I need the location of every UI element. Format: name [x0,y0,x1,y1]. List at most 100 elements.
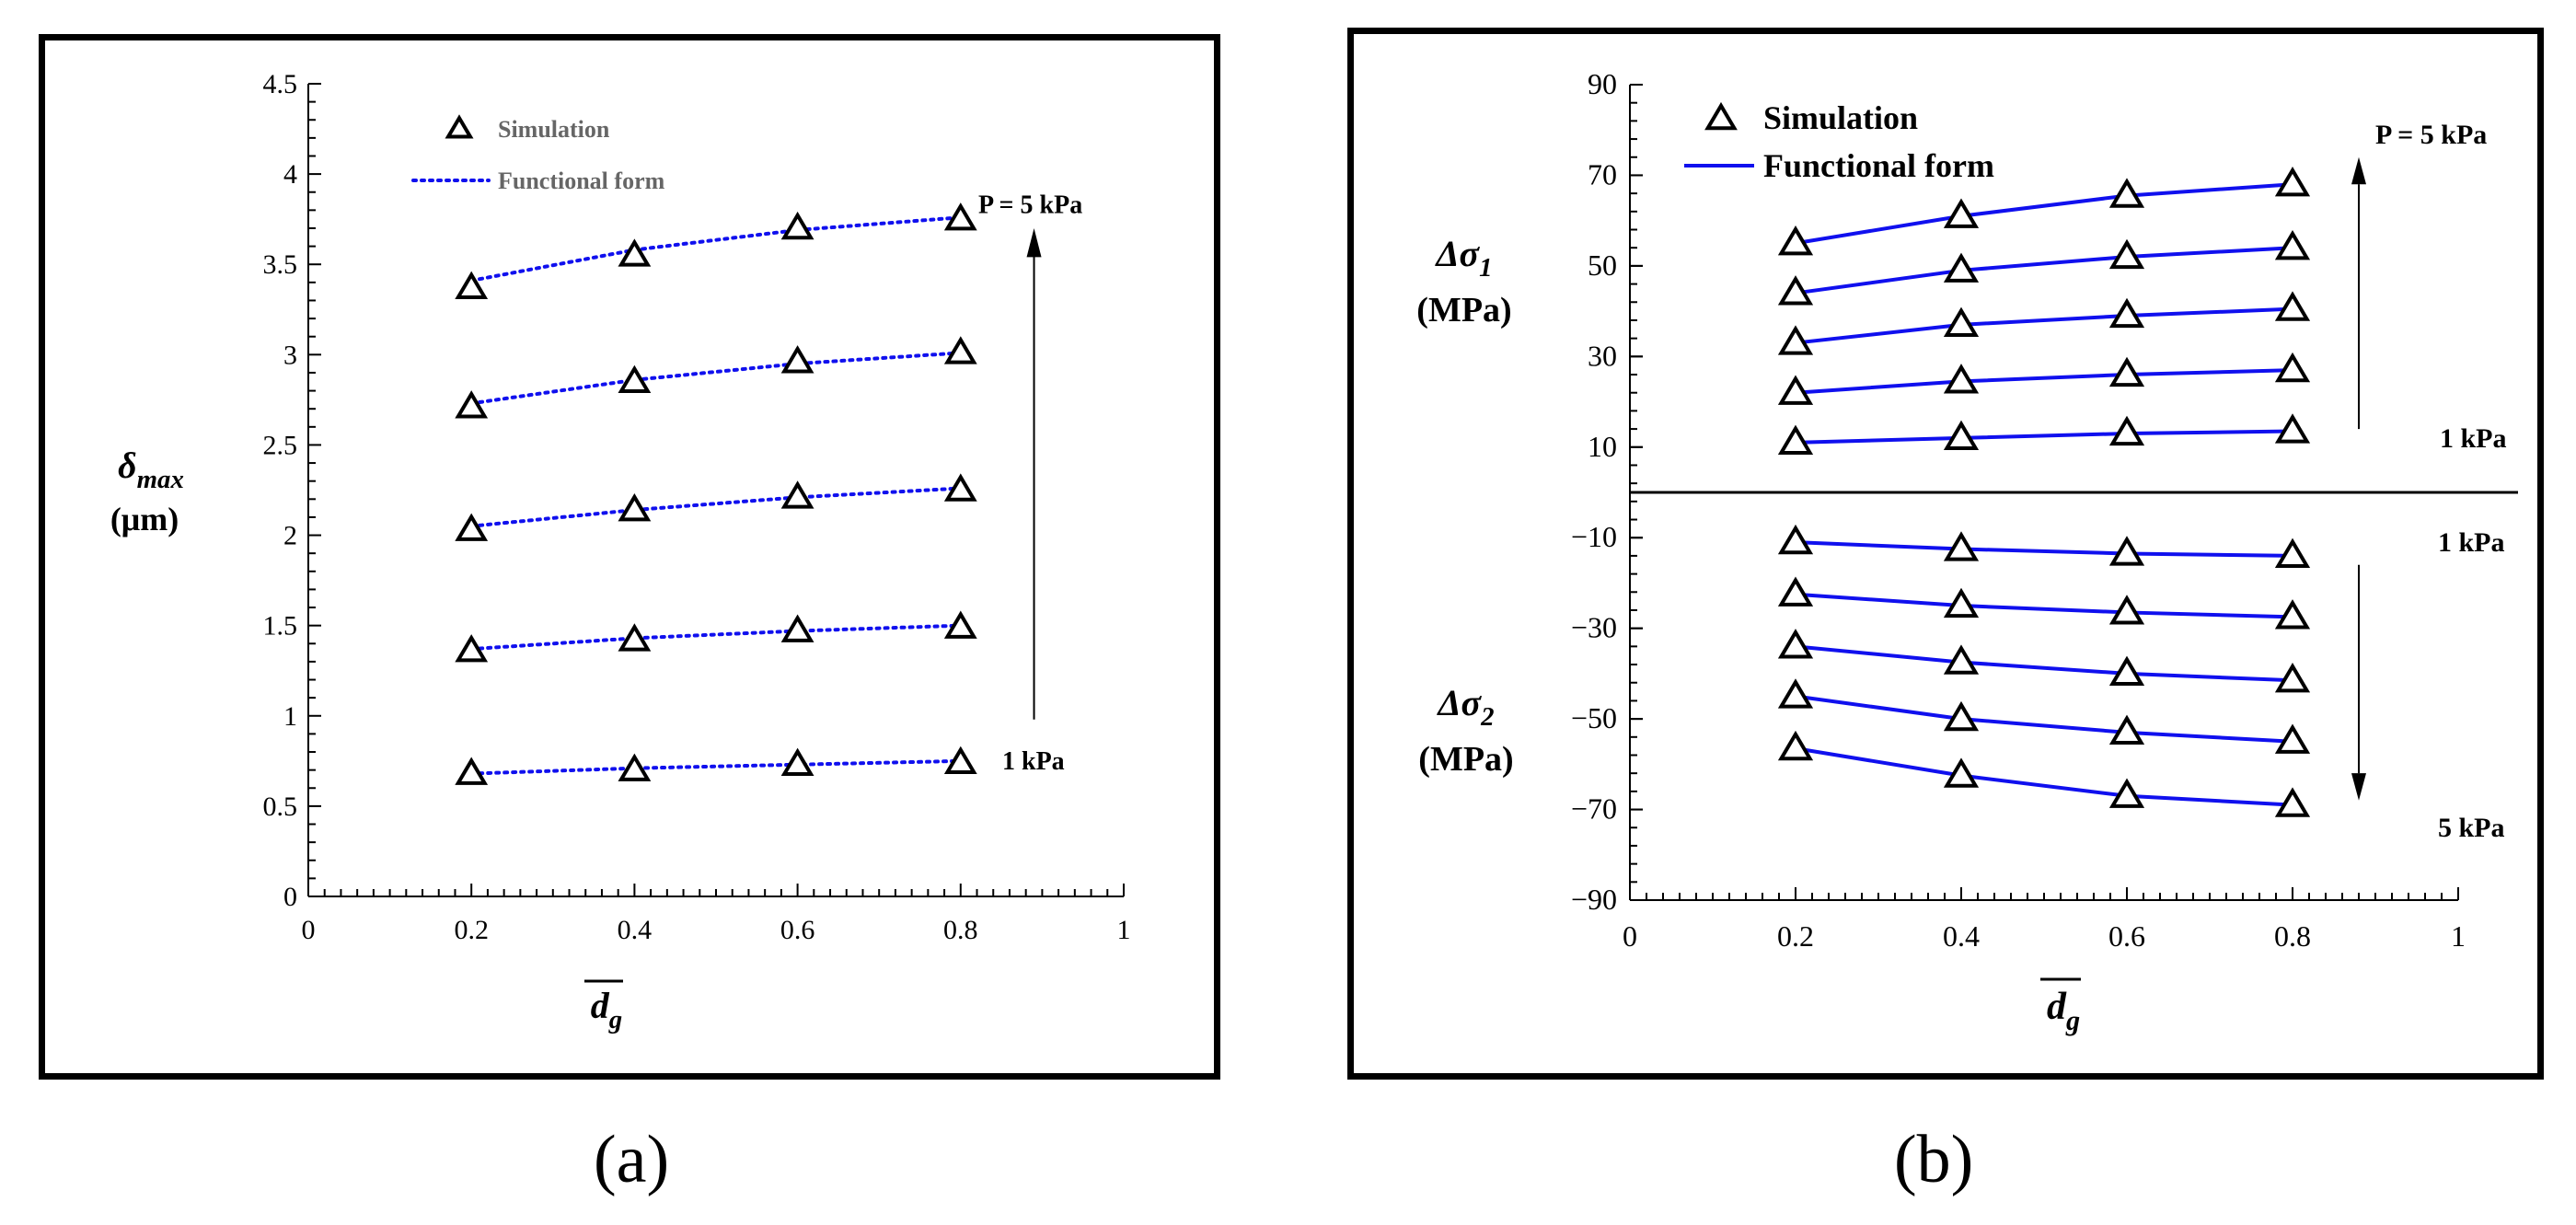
series-line [1795,368,2293,395]
y-tick-label: 90 [1588,67,1617,100]
data-point [2274,537,2311,569]
data-point [1943,531,1980,561]
y-tick-label: 3.5 [263,249,298,280]
arrow-up-head [2351,156,2366,185]
data-point [1943,306,1980,337]
fit-line [469,486,963,528]
y-axis-label-lower: Δσ2 [1436,682,1494,732]
arrow-down-head [2351,773,2366,801]
y-tick-label: −10 [1571,520,1617,553]
data-point [1777,524,1814,555]
data-point [2274,167,2311,197]
y-tick-label: 2 [283,521,297,551]
data-point [1777,275,1814,306]
data-point [1777,678,1814,709]
y-tick-label: 50 [1588,248,1617,282]
x-tick-label: 0.6 [2108,919,2145,953]
data-point [618,493,652,522]
fit-line [469,351,963,406]
chart-a: 0 0.5 1 1.5 2 2.5 3 3.5 4 4.5 0 0.2 0.4 0.6 0.8 1 dg δmax… [110,69,1131,1034]
data-point [618,753,652,781]
legend-marker-simulation [1704,101,1738,131]
y-axis-unit: (μm) [110,501,179,537]
data-point [2108,536,2145,566]
data-point [943,473,977,502]
series-line [1795,694,2293,744]
data-point [2274,413,2311,444]
x-tick-label: 0 [1623,919,1637,953]
data-point [618,623,652,652]
data-point [1943,364,1980,394]
data-point [2108,178,2145,208]
y-tick-label: −70 [1571,792,1617,826]
y-tick-label: 1 [283,701,297,732]
caption-a: (a) [594,1122,670,1197]
data-point [780,211,814,240]
y-tick-label: 4 [283,159,297,190]
data-point [2274,723,2311,754]
data-point [2274,599,2311,630]
series-line [1795,746,2293,807]
annotation-upper-bottom: 1 kPa [2440,423,2507,454]
series-line [1795,429,2293,445]
data-point [1943,587,1980,618]
data-point [455,271,489,299]
y-tick-label: 30 [1588,339,1617,372]
x-tick-label: 0.6 [780,915,815,945]
x-axis-label: dg [2047,986,2080,1036]
data-point [1943,198,1980,228]
y-tick-label: 0.5 [263,792,298,822]
legend-label-simulation: Simulation [1763,99,1918,136]
data-point [1777,629,1814,659]
legend-label-functional: Functional form [498,168,665,194]
chart-b: −90 −70 −50 −30 −10 10 30 50 70 90 0 0.2 0.4 0.6 0.8 1 d… [1416,67,2518,1036]
data-point [2274,787,2311,817]
y-tick-label: 4.5 [263,69,298,99]
data-point [1943,252,1980,283]
series-line [1795,246,2293,295]
y-tick-label: 1.5 [263,611,298,641]
data-point [2274,352,2311,383]
data-point [1943,757,1980,788]
x-tick-label: 1 [2451,919,2466,953]
y-axis-label: δmax [118,445,184,494]
data-point [780,345,814,374]
data-point [2108,778,2145,808]
annotation-lower-bottom: 5 kPa [2438,813,2505,843]
data-point [2108,655,2145,687]
data-point [1943,644,1980,675]
y-tick-label: 0 [283,882,297,912]
annotation-lower-top: 1 kPa [2438,527,2505,558]
data-point [943,336,977,364]
data-point [2274,663,2311,693]
data-point [1777,225,1814,256]
data-point [780,480,814,509]
series-line [1795,540,2293,558]
data-point [2108,356,2145,387]
fit-line [469,758,963,776]
panel-b: −90 −70 −50 −30 −10 10 30 50 70 90 0 0.2 0.4 0.6 0.8 1 d… [1347,28,2544,1080]
data-point [943,202,977,231]
data-point [1943,420,1980,451]
x-tick-label: 1 [1117,915,1131,945]
y-tick-label: −30 [1571,611,1617,644]
data-point [780,614,814,642]
data-point [618,364,652,394]
data-point [2274,291,2311,321]
arrow-head [1026,227,1042,258]
data-point [1943,700,1980,732]
x-tick-label: 0.4 [1943,919,1980,953]
legend-label-functional: Functional form [1763,147,1994,184]
series-line [1795,306,2293,345]
data-point [780,747,814,777]
data-point [455,513,489,541]
y-axis-label-upper: Δσ1 [1434,233,1492,283]
annotation-top: P = 5 kPa [978,191,1082,219]
y-tick-label: 3 [283,340,297,370]
legend-label-simulation: Simulation [498,116,610,143]
data-point [1777,730,1814,761]
fit-line [469,215,963,283]
data-point [2108,415,2145,446]
data-point [2108,297,2145,329]
data-point [2108,238,2145,270]
